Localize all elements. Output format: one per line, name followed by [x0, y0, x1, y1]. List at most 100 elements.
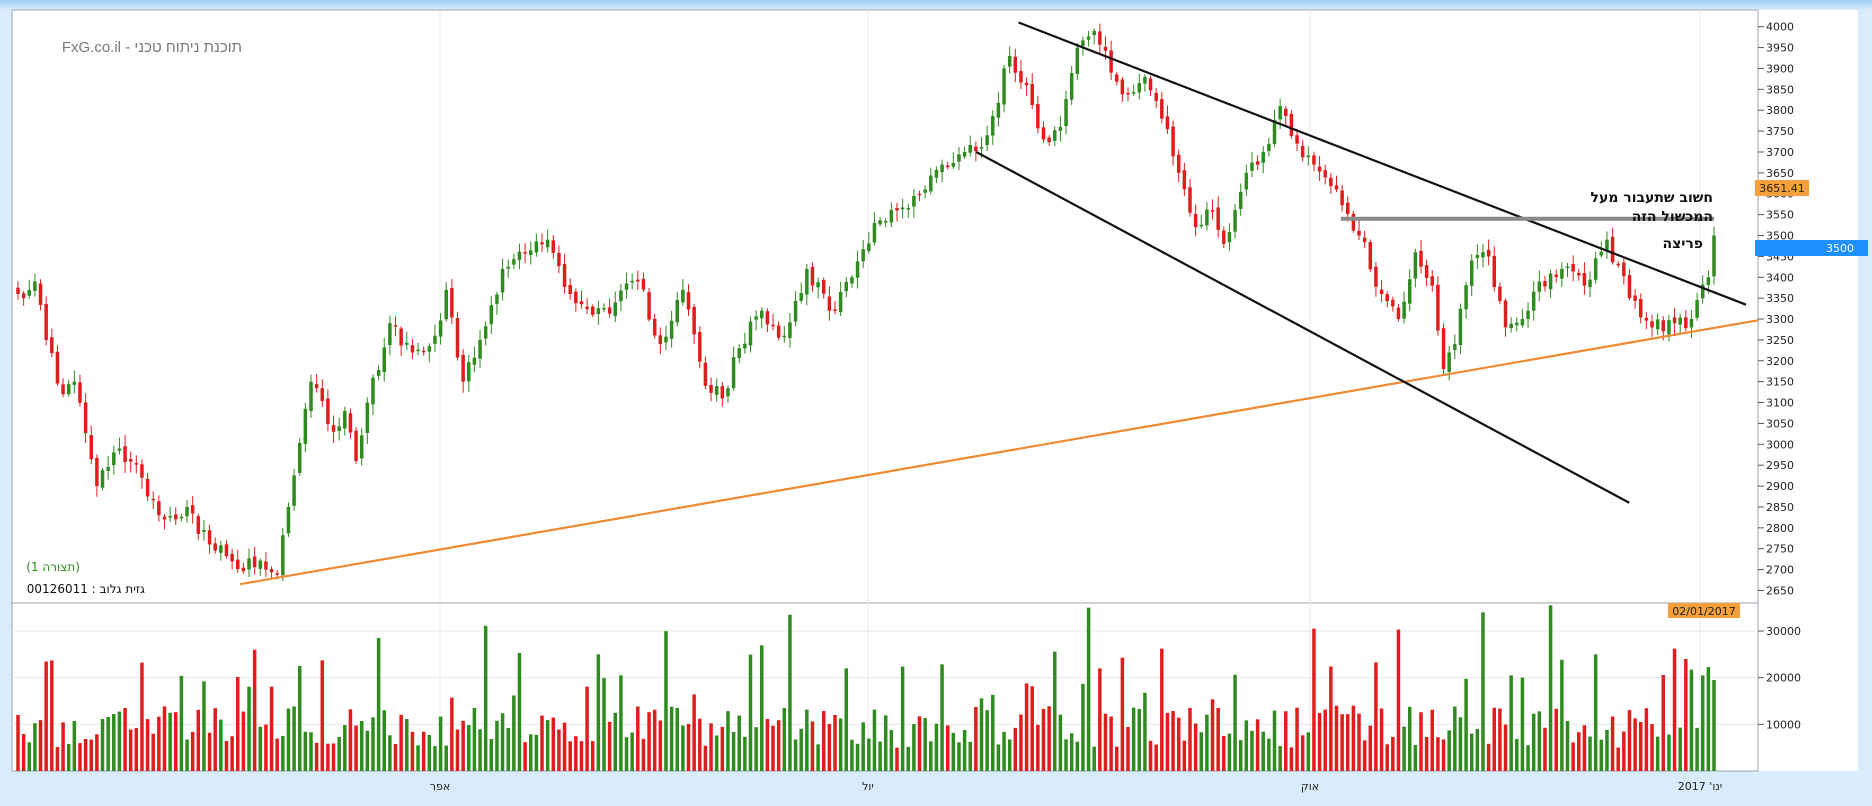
- candle-body: [376, 369, 381, 376]
- volume-bar: [297, 666, 302, 771]
- level-badge: 3500: [1755, 240, 1868, 256]
- volume-bar: [1610, 716, 1615, 771]
- candle-body: [906, 208, 911, 210]
- volume-bar: [1554, 708, 1558, 771]
- candle-body: [1391, 299, 1395, 307]
- candle-body: [1509, 323, 1513, 329]
- volume-bar: [917, 716, 922, 771]
- volume-bar: [1205, 714, 1209, 771]
- volume-bar: [540, 715, 544, 771]
- candle-body: [1458, 308, 1463, 346]
- y-tick-label: 3650: [1766, 167, 1794, 180]
- candle-body: [427, 346, 432, 352]
- candle-body: [1334, 185, 1339, 190]
- candle-body: [703, 362, 708, 386]
- volume-bar: [1064, 739, 1068, 771]
- candle-body: [269, 568, 274, 573]
- candle-body: [512, 259, 516, 265]
- candle-body: [1036, 104, 1040, 129]
- candle-body: [1210, 210, 1215, 212]
- candle-body: [962, 151, 967, 157]
- candle-body: [743, 343, 747, 349]
- volume-bar: [1695, 727, 1699, 771]
- volume-bar: [106, 717, 110, 771]
- volume-bar: [714, 735, 719, 771]
- volume-bar: [343, 725, 347, 771]
- volume-bar: [1143, 692, 1147, 771]
- volume-bar: [190, 731, 195, 771]
- candle-body: [562, 263, 567, 287]
- volume-bar: [21, 734, 26, 771]
- candle-body: [337, 426, 341, 431]
- candle-body: [72, 381, 77, 385]
- candle-body: [872, 222, 877, 243]
- candle-body: [1261, 151, 1265, 163]
- candle-body: [726, 388, 730, 397]
- candle-body: [1447, 352, 1451, 372]
- volume-bar: [1593, 654, 1598, 771]
- candle-body: [1312, 155, 1316, 165]
- date-badge: 02/01/2017: [1668, 603, 1740, 618]
- candle-body: [771, 324, 775, 327]
- volume-bar: [320, 660, 325, 771]
- volume-bar: [1244, 720, 1249, 771]
- volume-bar: [1188, 707, 1192, 771]
- level-value: 3500: [1826, 242, 1854, 255]
- volume-bar: [1075, 741, 1080, 771]
- volume-bar: [523, 742, 527, 771]
- candle-body: [1137, 83, 1142, 93]
- candle-body: [224, 544, 229, 557]
- candle-body: [495, 294, 499, 304]
- vol-tick-label: 30000: [1766, 625, 1801, 638]
- candle-body: [1013, 56, 1018, 73]
- volume-bar: [1176, 717, 1181, 771]
- candle-body: [359, 435, 364, 459]
- volume-bar: [929, 741, 933, 771]
- candle-body: [174, 514, 178, 520]
- candle-body: [1244, 172, 1249, 190]
- volume-bar: [1543, 727, 1547, 771]
- candle-body: [1481, 252, 1485, 258]
- volume-bar: [185, 739, 189, 771]
- candle-body: [979, 147, 984, 149]
- volume-bar: [309, 732, 313, 771]
- candle-body: [483, 326, 488, 339]
- candle-body: [1684, 317, 1688, 329]
- candle-body: [123, 446, 127, 463]
- candle-body: [900, 207, 905, 210]
- candle-body: [1667, 320, 1671, 335]
- candle-body: [168, 516, 172, 518]
- volume-bar: [607, 721, 612, 771]
- volume-bar: [1537, 711, 1542, 771]
- candle-body: [112, 452, 116, 466]
- volume-bar: [157, 716, 161, 771]
- candle-body: [1661, 320, 1666, 332]
- volume-bar: [709, 723, 713, 771]
- y-tick-label: 3750: [1766, 125, 1794, 138]
- candle-body: [1109, 50, 1113, 73]
- candle-body: [1267, 143, 1271, 152]
- candle-body: [855, 261, 860, 278]
- candle-body: [1588, 279, 1592, 288]
- volume-bar: [89, 739, 93, 771]
- candle-body: [219, 545, 223, 553]
- date-axis: אפר יול אוק ינו' 2017: [430, 780, 1722, 793]
- volume-bar: [365, 730, 370, 771]
- candle-body: [1678, 317, 1682, 325]
- volume-bar: [1689, 669, 1694, 771]
- candle-body: [517, 251, 522, 260]
- volume-bar: [1036, 724, 1040, 771]
- candle-body: [388, 323, 392, 346]
- volume-bar: [1582, 725, 1587, 771]
- x-tick-label: יול: [862, 780, 874, 793]
- volume-bar: [1560, 659, 1564, 771]
- volume-bar: [1227, 733, 1232, 771]
- candle-body: [1560, 268, 1564, 279]
- candle-body: [833, 309, 837, 311]
- volume-bar: [1526, 745, 1530, 771]
- volume-bar: [326, 743, 330, 771]
- volume-bar: [1114, 746, 1119, 771]
- volume-bar: [1599, 739, 1604, 771]
- candle-body: [1081, 40, 1085, 47]
- volume-bar: [1154, 744, 1158, 771]
